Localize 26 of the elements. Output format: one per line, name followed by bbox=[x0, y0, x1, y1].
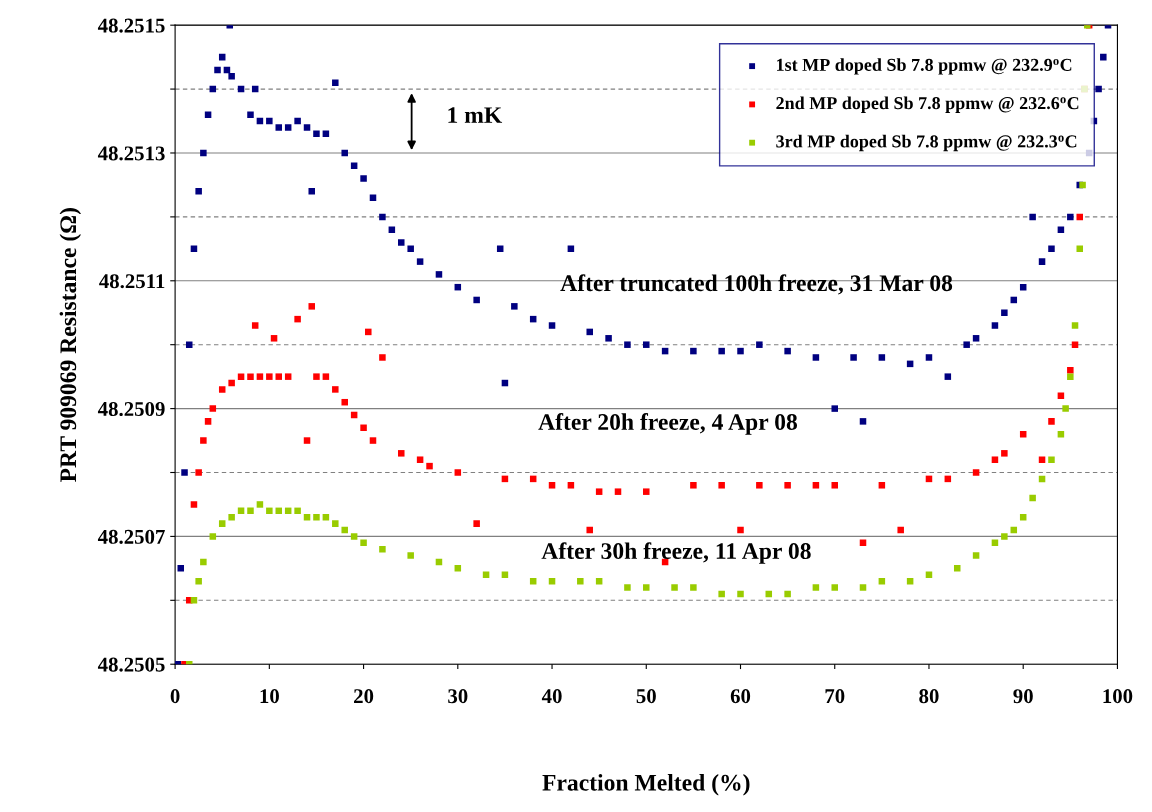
y-tick-label: 48.2513 bbox=[97, 146, 165, 161]
x-tick-label: 0 bbox=[170, 689, 180, 704]
annotation: After 30h freeze, 11 Apr 08 bbox=[541, 542, 811, 564]
x-tick-label: 20 bbox=[354, 689, 374, 704]
legend-label: 2nd MP doped Sb 7.8 ppmw @ 232.6$^{o}$C bbox=[776, 96, 1079, 113]
y-tick-label: 48.2515 bbox=[97, 18, 165, 33]
y-axis-title: PRT 909069 Resistance (Ω) bbox=[59, 208, 82, 482]
x-tick-label: 70 bbox=[825, 689, 845, 704]
y-tick-label: 48.2511 bbox=[99, 274, 165, 289]
x-tick-label: 90 bbox=[1013, 689, 1033, 704]
y-tick-label: 48.2507 bbox=[97, 529, 165, 544]
legend-label: 3rd MP doped Sb 7.8 ppmw @ 232.3$^{o}$C bbox=[776, 134, 1077, 152]
x-axis-title: Fraction Melted (%) bbox=[542, 774, 750, 796]
y-tick-label: 48.2505 bbox=[97, 657, 165, 672]
x-tick-label: 40 bbox=[541, 689, 562, 704]
annotation: After truncated 100h freeze, 31 Mar 08 bbox=[560, 274, 953, 295]
x-tick-label: 50 bbox=[636, 689, 656, 704]
y-tick-label: 48.2509 bbox=[97, 401, 165, 417]
x-tick-label: 30 bbox=[448, 689, 468, 704]
x-tick-label: 80 bbox=[919, 689, 939, 704]
annotation: 1 mK bbox=[448, 107, 503, 123]
x-tick-label: 10 bbox=[260, 689, 279, 704]
annotation: After 20h freeze, 4 Apr 08 bbox=[538, 413, 798, 435]
legend-label: 1st MP doped Sb 7.8 ppmw @ 232.9$^{o}$C bbox=[777, 58, 1072, 75]
x-tick-label: 60 bbox=[730, 689, 751, 704]
x-tick-label: 100 bbox=[1103, 689, 1133, 704]
